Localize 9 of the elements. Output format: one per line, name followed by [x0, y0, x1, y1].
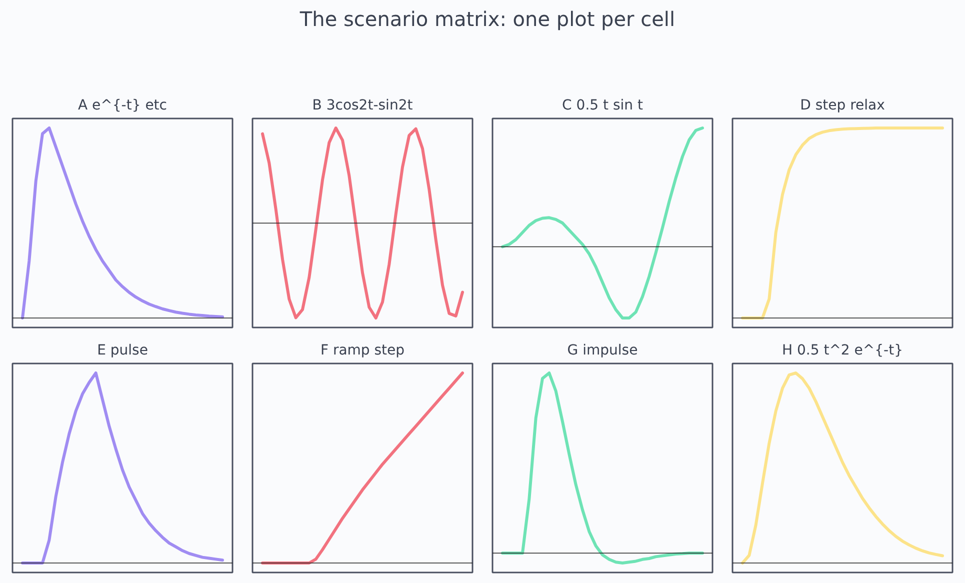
chart-title: D step relax	[800, 98, 885, 114]
text: The scenario matrix: one plot per cell	[298, 6, 676, 33]
chart-title: B 3cos2t-sin2t	[312, 98, 414, 114]
chart-title: C 0.5 t sin t	[562, 98, 644, 114]
chart-title: H 0.5 t^2 e^{-t}	[782, 342, 903, 358]
chart-title: E pulse	[97, 342, 148, 358]
chart-title: F ramp step	[320, 342, 405, 358]
chart-title: G impulse	[567, 342, 638, 358]
chart-title: A e^{-t} etc	[78, 98, 167, 114]
